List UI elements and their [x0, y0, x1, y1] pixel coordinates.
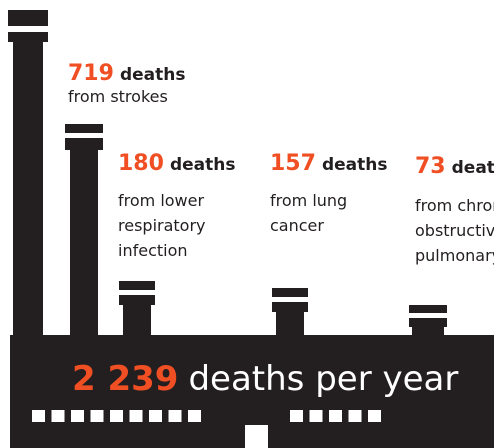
cap-stripe — [409, 313, 447, 318]
infographic: 2 239deaths per year 719 deaths from strok… — [0, 0, 494, 448]
total-text: deaths per year — [188, 359, 458, 399]
cap-stripe — [65, 133, 103, 138]
window — [149, 410, 162, 422]
cause-description: from chronic — [415, 196, 494, 215]
page: {"causes": [ {"number": "719", "unit": "… — [0, 0, 494, 448]
window — [130, 410, 143, 422]
cause-number: 73 — [415, 154, 446, 179]
window — [310, 410, 323, 422]
door — [245, 425, 268, 448]
cause-unit: deaths — [452, 158, 494, 178]
cause-unit: deaths — [322, 155, 388, 175]
cause-unit: deaths — [120, 65, 186, 85]
cause-heading: 719 deaths — [68, 61, 185, 86]
window — [71, 410, 84, 422]
cause-heading: 73 deaths — [415, 154, 494, 179]
cap-stripe — [8, 26, 48, 32]
window — [110, 410, 123, 422]
cause-heading: 157 deaths — [270, 151, 387, 176]
cause-description: obstructive — [415, 221, 494, 240]
cause-description: infection — [118, 241, 188, 260]
labels: 719 deaths from strokes 180 deaths from lower… — [68, 61, 494, 265]
window — [52, 410, 65, 422]
cause-description: from lower — [118, 191, 204, 210]
chimneys — [8, 10, 447, 340]
cause-number: 180 — [118, 151, 164, 176]
cause-description: cancer — [270, 216, 324, 235]
window — [349, 410, 362, 422]
cause-unit: deaths — [170, 155, 236, 175]
window — [368, 410, 381, 422]
total-number: 2 239 — [72, 359, 178, 399]
cause-heading: 180 deaths — [118, 151, 235, 176]
cause-description: pulmonary — [415, 246, 494, 265]
cause-description: respiratory — [118, 216, 206, 235]
window — [188, 410, 201, 422]
cap-stripe — [272, 297, 308, 302]
window — [169, 410, 182, 422]
cause-number: 157 — [270, 151, 316, 176]
cause-description: from lung — [270, 191, 347, 210]
window — [91, 410, 104, 422]
cause-number: 719 — [68, 61, 114, 86]
window — [32, 410, 45, 422]
chimney — [70, 140, 98, 340]
window — [329, 410, 342, 422]
cause-description: from strokes — [68, 87, 168, 106]
window — [290, 410, 303, 422]
chimney — [13, 30, 43, 340]
cap-stripe — [119, 290, 155, 295]
